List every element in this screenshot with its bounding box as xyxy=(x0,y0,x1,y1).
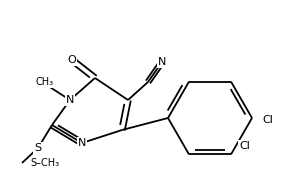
Text: N: N xyxy=(78,138,86,148)
Text: Cl: Cl xyxy=(239,141,250,151)
Text: Cl: Cl xyxy=(262,115,273,125)
Text: N: N xyxy=(158,57,166,67)
Text: N: N xyxy=(66,95,74,105)
Text: S: S xyxy=(35,143,42,153)
Text: O: O xyxy=(68,55,76,65)
Text: S–CH₃: S–CH₃ xyxy=(30,158,59,168)
Text: CH₃: CH₃ xyxy=(36,77,54,87)
